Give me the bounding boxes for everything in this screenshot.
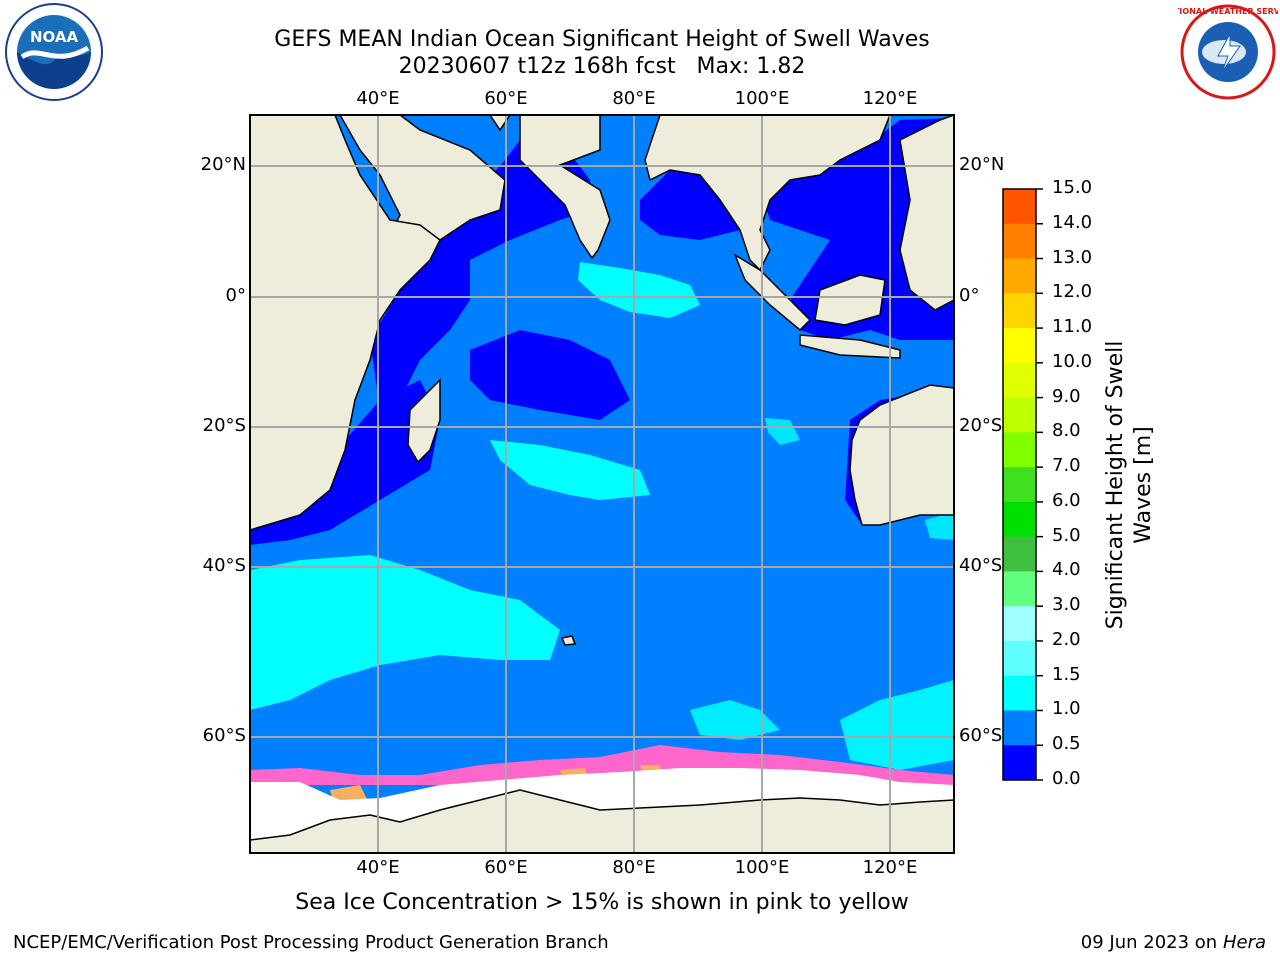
- colorbar-block: [1003, 328, 1036, 364]
- colorbar-tick-label: 5.0: [1052, 524, 1081, 546]
- colorbar-block: [1003, 189, 1036, 225]
- colorbar-block: [1003, 258, 1036, 294]
- colorbar-title: Significant Height of Swell Waves [m]: [1102, 341, 1158, 630]
- colorbar-block: [1003, 571, 1036, 607]
- land-philippines-papua: [899, 115, 954, 311]
- footer-credit: NCEP/EMC/Verification Post Processing Pr…: [13, 932, 609, 953]
- swell-cyan-southeast-2: [690, 700, 780, 740]
- colorbar-tick-label: 11.0: [1052, 316, 1093, 338]
- footer-machine: Hera: [1222, 932, 1266, 953]
- land-kerguelen: [560, 635, 577, 646]
- lat-tick-left-0: 0°: [225, 285, 246, 306]
- land-borneo-java: [799, 274, 901, 359]
- lon-tick-bottom-40e: 40°E: [356, 857, 400, 878]
- noaa-logo-text: NOAA: [30, 28, 79, 46]
- lat-tick-right-0: 0°: [959, 285, 980, 306]
- colorbar-block: [1003, 536, 1036, 572]
- colorbar-block: [1003, 362, 1036, 399]
- colorbar-block: [1003, 675, 1036, 711]
- colorbar-tick-label: 15.0: [1052, 177, 1093, 198]
- low-swell-central: [470, 330, 630, 420]
- lon-tick-bottom-120e: 120°E: [862, 857, 918, 878]
- land-southeast-asia: [644, 115, 891, 272]
- swell-cyan-equatorial: [578, 262, 700, 318]
- low-swell-mozambique: [250, 380, 440, 545]
- chart-subtitle: 20230607 t12z 168h fcst Max: 1.82: [398, 54, 806, 79]
- lon-tick-top-100e: 100°E: [734, 88, 790, 109]
- nws-logo: NATIONAL WEATHER SERVICE: [1162, 2, 1280, 106]
- footer-date: 09 Jun 2023 on Hera: [1081, 932, 1266, 953]
- colorbar-tick-label: 3.0: [1052, 594, 1081, 616]
- colorbar: [1003, 189, 1036, 781]
- land-madagascar: [407, 378, 441, 464]
- colorbar-block: [1003, 710, 1036, 746]
- colorbar-block: [1003, 223, 1036, 260]
- chart-title: GEFS MEAN Indian Ocean Significant Heigh…: [274, 27, 930, 52]
- lat-tick-left-20n: 20°N: [200, 154, 246, 175]
- colorbar-tick-label: 10.0: [1052, 350, 1093, 372]
- colorbar-block: [1003, 501, 1036, 538]
- colorbar-block: [1003, 397, 1036, 433]
- lat-tick-right-60s: 60°S: [959, 725, 1003, 746]
- colorbar-block: [1003, 432, 1036, 468]
- lat-tick-right-40s: 40°S: [959, 555, 1003, 576]
- swell-cyan-southwest: [250, 555, 560, 710]
- colorbar-block: [1003, 640, 1036, 677]
- swell-cyan-east-islands: [765, 418, 800, 445]
- swell-cyan-subtropical: [490, 440, 650, 500]
- swell-cyan-southeast: [840, 680, 954, 770]
- low-swell-arabian-sea: [370, 140, 590, 410]
- noaa-logo: NOAA: [2, 2, 106, 106]
- colorbar-block: [1003, 293, 1036, 329]
- colorbar-tick-label: 4.0: [1052, 559, 1081, 581]
- colorbar-title-line1: Significant Height of Swell: [1103, 340, 1128, 630]
- colorbar-tick-label: 1.0: [1052, 698, 1081, 720]
- colorbar-tick-label: 6.0: [1052, 489, 1081, 511]
- lat-tick-right-20s: 20°S: [959, 415, 1003, 436]
- colorbar-tick-label: 1.5: [1052, 663, 1081, 685]
- land-antarctica: [250, 789, 954, 853]
- colorbar-tick-label: 7.0: [1052, 455, 1081, 477]
- colorbar-tick-label: 0.0: [1052, 768, 1081, 789]
- colorbar-frame: [1002, 188, 1037, 781]
- lon-tick-top-40e: 40°E: [356, 88, 400, 109]
- lat-tick-left-60s: 60°S: [202, 725, 246, 746]
- colorbar-block: [1003, 606, 1036, 642]
- map-area: [250, 115, 954, 853]
- land-australia: [849, 384, 954, 526]
- lon-tick-bottom-100e: 100°E: [734, 857, 790, 878]
- land-africa-arabia: [250, 115, 511, 241]
- lat-tick-left-20s: 20°S: [202, 415, 246, 436]
- nws-logo-text: NATIONAL WEATHER SERVICE: [1178, 7, 1278, 16]
- colorbar-block: [1003, 745, 1036, 781]
- map-frame: [249, 114, 955, 854]
- colorbar-tick-label: 13.0: [1052, 246, 1093, 268]
- colorbar-tick-label: 9.0: [1052, 385, 1081, 407]
- colorbar-tick-label: 2.0: [1052, 628, 1081, 650]
- lon-tick-top-120e: 120°E: [862, 88, 918, 109]
- lon-tick-top-80e: 80°E: [612, 88, 656, 109]
- land-india: [519, 115, 611, 260]
- lat-tick-right-20n: 20°N: [959, 154, 1005, 175]
- colorbar-tick-label: 14.0: [1052, 211, 1093, 233]
- swell-cyan-east-edge: [925, 512, 954, 540]
- lon-tick-top-60e: 60°E: [484, 88, 528, 109]
- colorbar-tick-label: 12.0: [1052, 281, 1093, 303]
- colorbar-title-line2: Waves [m]: [1131, 426, 1156, 544]
- colorbar-tickmarks: [1036, 188, 1043, 781]
- colorbar-tick-label: 0.5: [1052, 733, 1081, 755]
- colorbar-block: [1003, 467, 1036, 503]
- lon-tick-bottom-60e: 60°E: [484, 857, 528, 878]
- lon-tick-bottom-80e: 80°E: [612, 857, 656, 878]
- footer-date-text: 09 Jun 2023 on: [1080, 932, 1218, 953]
- colorbar-tick-label: 8.0: [1052, 420, 1081, 442]
- sea-ice-note: Sea Ice Concentration > 15% is shown in …: [295, 890, 909, 915]
- land-sumatra: [733, 253, 812, 332]
- lat-tick-left-40s: 40°S: [202, 555, 246, 576]
- graticule: [250, 115, 954, 853]
